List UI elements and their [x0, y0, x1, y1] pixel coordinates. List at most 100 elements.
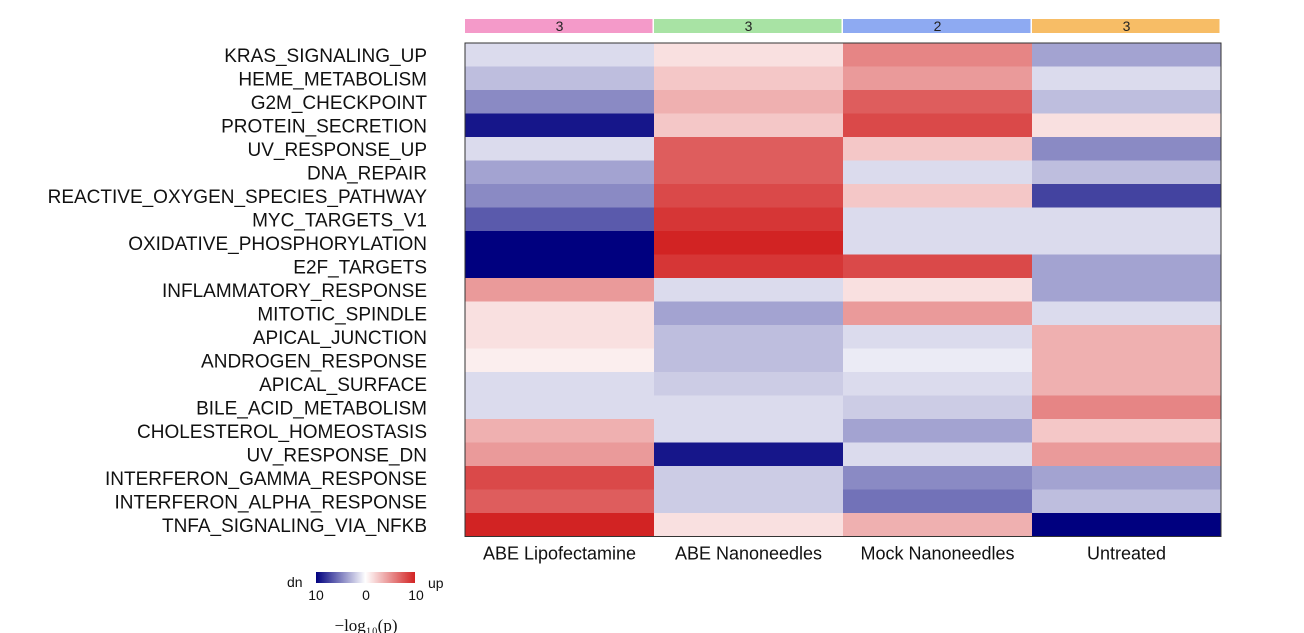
row-label-androgen-response: ANDROGEN_RESPONSE	[201, 351, 427, 372]
group-bar-mock-nanoneedles	[843, 19, 1031, 33]
row-label-cholesterol-homeostasis: CHOLESTEROL_HOMEOSTASIS	[137, 422, 427, 443]
cell-oxidative-phosphorylation-mock-nanoneedles	[843, 231, 1033, 255]
cell-interferon-gamma-response-mock-nanoneedles	[843, 466, 1033, 490]
column-label-abe-nanoneedles: ABE Nanoneedles	[675, 544, 822, 564]
legend-title: −log₁₀(p)	[335, 616, 398, 633]
legend-low-label: dn	[287, 574, 303, 590]
row-label-bile-acid-metabolism: BILE_ACID_METABOLISM	[196, 398, 427, 419]
cell-mitotic-spindle-abe-lipofectamine	[465, 301, 655, 326]
cell-e2f-targets-untreated	[1032, 254, 1222, 279]
cell-tnfa-signaling-via-nfkb-abe-lipofectamine	[465, 513, 655, 537]
group-bar-abe-nanoneedles	[654, 19, 842, 33]
cell-apical-junction-abe-nanoneedles	[654, 325, 844, 349]
cell-interferon-alpha-response-abe-nanoneedles	[654, 489, 844, 514]
cell-oxidative-phosphorylation-untreated	[1032, 231, 1222, 255]
group-count-mock-nanoneedles: 2	[934, 18, 942, 34]
legend-tick-max: 10	[408, 587, 424, 603]
cell-cholesterol-homeostasis-abe-lipofectamine	[465, 419, 655, 443]
cell-protein-secretion-abe-nanoneedles	[654, 113, 844, 138]
cell-bile-acid-metabolism-abe-nanoneedles	[654, 395, 844, 420]
cell-interferon-gamma-response-abe-lipofectamine	[465, 466, 655, 490]
cell-apical-surface-abe-nanoneedles	[654, 372, 844, 396]
legend-tick-mid: 0	[362, 587, 370, 603]
cell-myc-targets-v1-abe-nanoneedles	[654, 207, 844, 232]
cell-androgen-response-abe-lipofectamine	[465, 348, 655, 373]
row-label-apical-surface: APICAL_SURFACE	[259, 375, 427, 396]
cell-myc-targets-v1-mock-nanoneedles	[843, 207, 1033, 232]
cell-dna-repair-abe-nanoneedles	[654, 160, 844, 185]
cell-interferon-gamma-response-abe-nanoneedles	[654, 466, 844, 490]
cell-tnfa-signaling-via-nfkb-mock-nanoneedles	[843, 513, 1033, 537]
row-label-uv-response-dn: UV_RESPONSE_DN	[246, 445, 427, 466]
cell-uv-response-up-mock-nanoneedles	[843, 137, 1033, 161]
group-count-untreated: 3	[1123, 18, 1131, 34]
cell-androgen-response-untreated	[1032, 348, 1222, 373]
row-label-heme-metabolism: HEME_METABOLISM	[238, 69, 427, 90]
heatmap-cells	[465, 43, 1222, 537]
cell-interferon-alpha-response-abe-lipofectamine	[465, 489, 655, 514]
cell-reactive-oxygen-species-pathway-abe-nanoneedles	[654, 184, 844, 208]
cell-protein-secretion-mock-nanoneedles	[843, 113, 1033, 138]
cell-inflammatory-response-abe-lipofectamine	[465, 278, 655, 302]
cell-reactive-oxygen-species-pathway-untreated	[1032, 184, 1222, 208]
cell-tnfa-signaling-via-nfkb-abe-nanoneedles	[654, 513, 844, 537]
cell-dna-repair-untreated	[1032, 160, 1222, 185]
cell-dna-repair-mock-nanoneedles	[843, 160, 1033, 185]
column-labels: ABE Lipofectamine ABE Nanoneedles Mock Nan…	[483, 544, 1166, 564]
cell-g2m-checkpoint-abe-lipofectamine	[465, 90, 655, 114]
cell-heme-metabolism-abe-nanoneedles	[654, 66, 844, 91]
cell-cholesterol-homeostasis-abe-nanoneedles	[654, 419, 844, 443]
cell-androgen-response-abe-nanoneedles	[654, 348, 844, 373]
cell-apical-surface-abe-lipofectamine	[465, 372, 655, 396]
row-label-e2f-targets: E2F_TARGETS	[293, 257, 427, 278]
cell-bile-acid-metabolism-abe-lipofectamine	[465, 395, 655, 420]
row-label-oxidative-phosphorylation: OXIDATIVE_PHOSPHORYLATION	[128, 234, 427, 255]
cell-apical-junction-mock-nanoneedles	[843, 325, 1033, 349]
cell-cholesterol-homeostasis-mock-nanoneedles	[843, 419, 1033, 443]
cell-uv-response-dn-abe-lipofectamine	[465, 442, 655, 467]
cell-oxidative-phosphorylation-abe-nanoneedles	[654, 231, 844, 255]
column-label-mock-nanoneedles: Mock Nanoneedles	[860, 544, 1014, 564]
cell-reactive-oxygen-species-pathway-mock-nanoneedles	[843, 184, 1033, 208]
legend-gradient-bar	[316, 572, 415, 583]
cell-heme-metabolism-mock-nanoneedles	[843, 66, 1033, 91]
cell-reactive-oxygen-species-pathway-abe-lipofectamine	[465, 184, 655, 208]
row-label-apical-junction: APICAL_JUNCTION	[253, 328, 427, 349]
cell-kras-signaling-up-untreated	[1032, 43, 1222, 67]
cell-inflammatory-response-untreated	[1032, 278, 1222, 302]
cell-inflammatory-response-mock-nanoneedles	[843, 278, 1033, 302]
row-label-inflammatory-response: INFLAMMATORY_RESPONSE	[162, 281, 427, 302]
cell-protein-secretion-untreated	[1032, 113, 1222, 138]
cell-protein-secretion-abe-lipofectamine	[465, 113, 655, 138]
cell-apical-surface-untreated	[1032, 372, 1222, 396]
group-count-abe-lipofectamine: 3	[556, 18, 564, 34]
row-label-mitotic-spindle: MITOTIC_SPINDLE	[257, 304, 427, 325]
cell-uv-response-up-abe-nanoneedles	[654, 137, 844, 161]
cell-kras-signaling-up-mock-nanoneedles	[843, 43, 1033, 67]
cell-kras-signaling-up-abe-lipofectamine	[465, 43, 655, 67]
cell-uv-response-up-abe-lipofectamine	[465, 137, 655, 161]
cell-heme-metabolism-untreated	[1032, 66, 1222, 91]
cell-dna-repair-abe-lipofectamine	[465, 160, 655, 185]
legend-high-label: up	[428, 575, 444, 591]
row-label-tnfa-signaling-via-nfkb: TNFA_SIGNALING_VIA_NFKB	[162, 516, 427, 537]
cell-kras-signaling-up-abe-nanoneedles	[654, 43, 844, 67]
cell-oxidative-phosphorylation-abe-lipofectamine	[465, 231, 655, 255]
group-bar-abe-lipofectamine	[465, 19, 653, 33]
cell-apical-junction-abe-lipofectamine	[465, 325, 655, 349]
cell-myc-targets-v1-abe-lipofectamine	[465, 207, 655, 232]
cell-heme-metabolism-abe-lipofectamine	[465, 66, 655, 91]
group-bar-untreated	[1032, 19, 1220, 33]
cell-apical-surface-mock-nanoneedles	[843, 372, 1033, 396]
color-legend: dn up 10 0 10 −log₁₀(p)	[287, 572, 444, 633]
column-group-bar: 3 3 2 3	[465, 18, 1220, 34]
row-label-interferon-gamma-response: INTERFERON_GAMMA_RESPONSE	[105, 469, 427, 490]
cell-interferon-gamma-response-untreated	[1032, 466, 1222, 490]
cell-tnfa-signaling-via-nfkb-untreated	[1032, 513, 1222, 537]
cell-e2f-targets-abe-lipofectamine	[465, 254, 655, 279]
cell-e2f-targets-abe-nanoneedles	[654, 254, 844, 279]
row-label-dna-repair: DNA_REPAIR	[307, 163, 427, 184]
row-label-kras-signaling-up: KRAS_SIGNALING_UP	[224, 46, 427, 67]
cell-inflammatory-response-abe-nanoneedles	[654, 278, 844, 302]
